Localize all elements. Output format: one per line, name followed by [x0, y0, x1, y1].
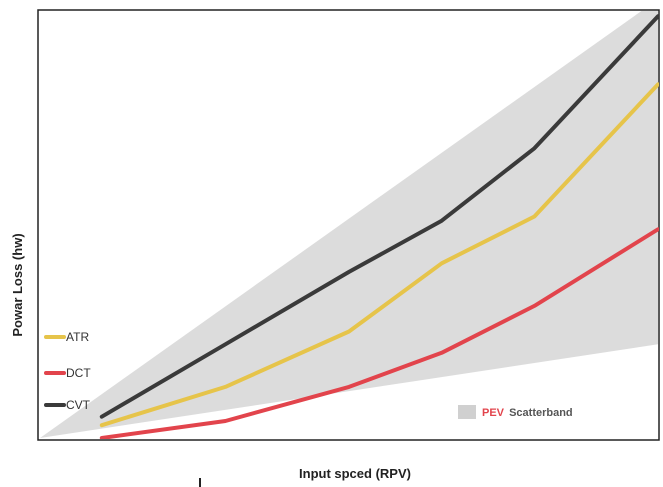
legend-label-dct: DCT — [66, 366, 91, 380]
series-line-atr — [99, 82, 659, 428]
series-line-cvt — [99, 14, 659, 419]
legend-label-atr: ATR — [66, 330, 89, 344]
band-label: PEV Scatterband — [482, 407, 573, 419]
band-label-prefix: PEV — [482, 407, 505, 419]
scatterband-area — [40, 11, 658, 438]
legend: ATR DCT CVT — [44, 330, 91, 412]
band-label-suffix: Scatterband — [509, 407, 573, 419]
legend-label-cvt: CVT — [66, 398, 91, 412]
band-swatch — [458, 405, 476, 419]
band-legend: PEV Scatterband — [458, 405, 573, 419]
x-axis-label: Input spced (RPV) — [299, 466, 411, 481]
y-axis-label: Powar Loss (hw) — [10, 233, 25, 336]
plot-area — [40, 11, 659, 439]
series-line-dct — [99, 227, 659, 439]
